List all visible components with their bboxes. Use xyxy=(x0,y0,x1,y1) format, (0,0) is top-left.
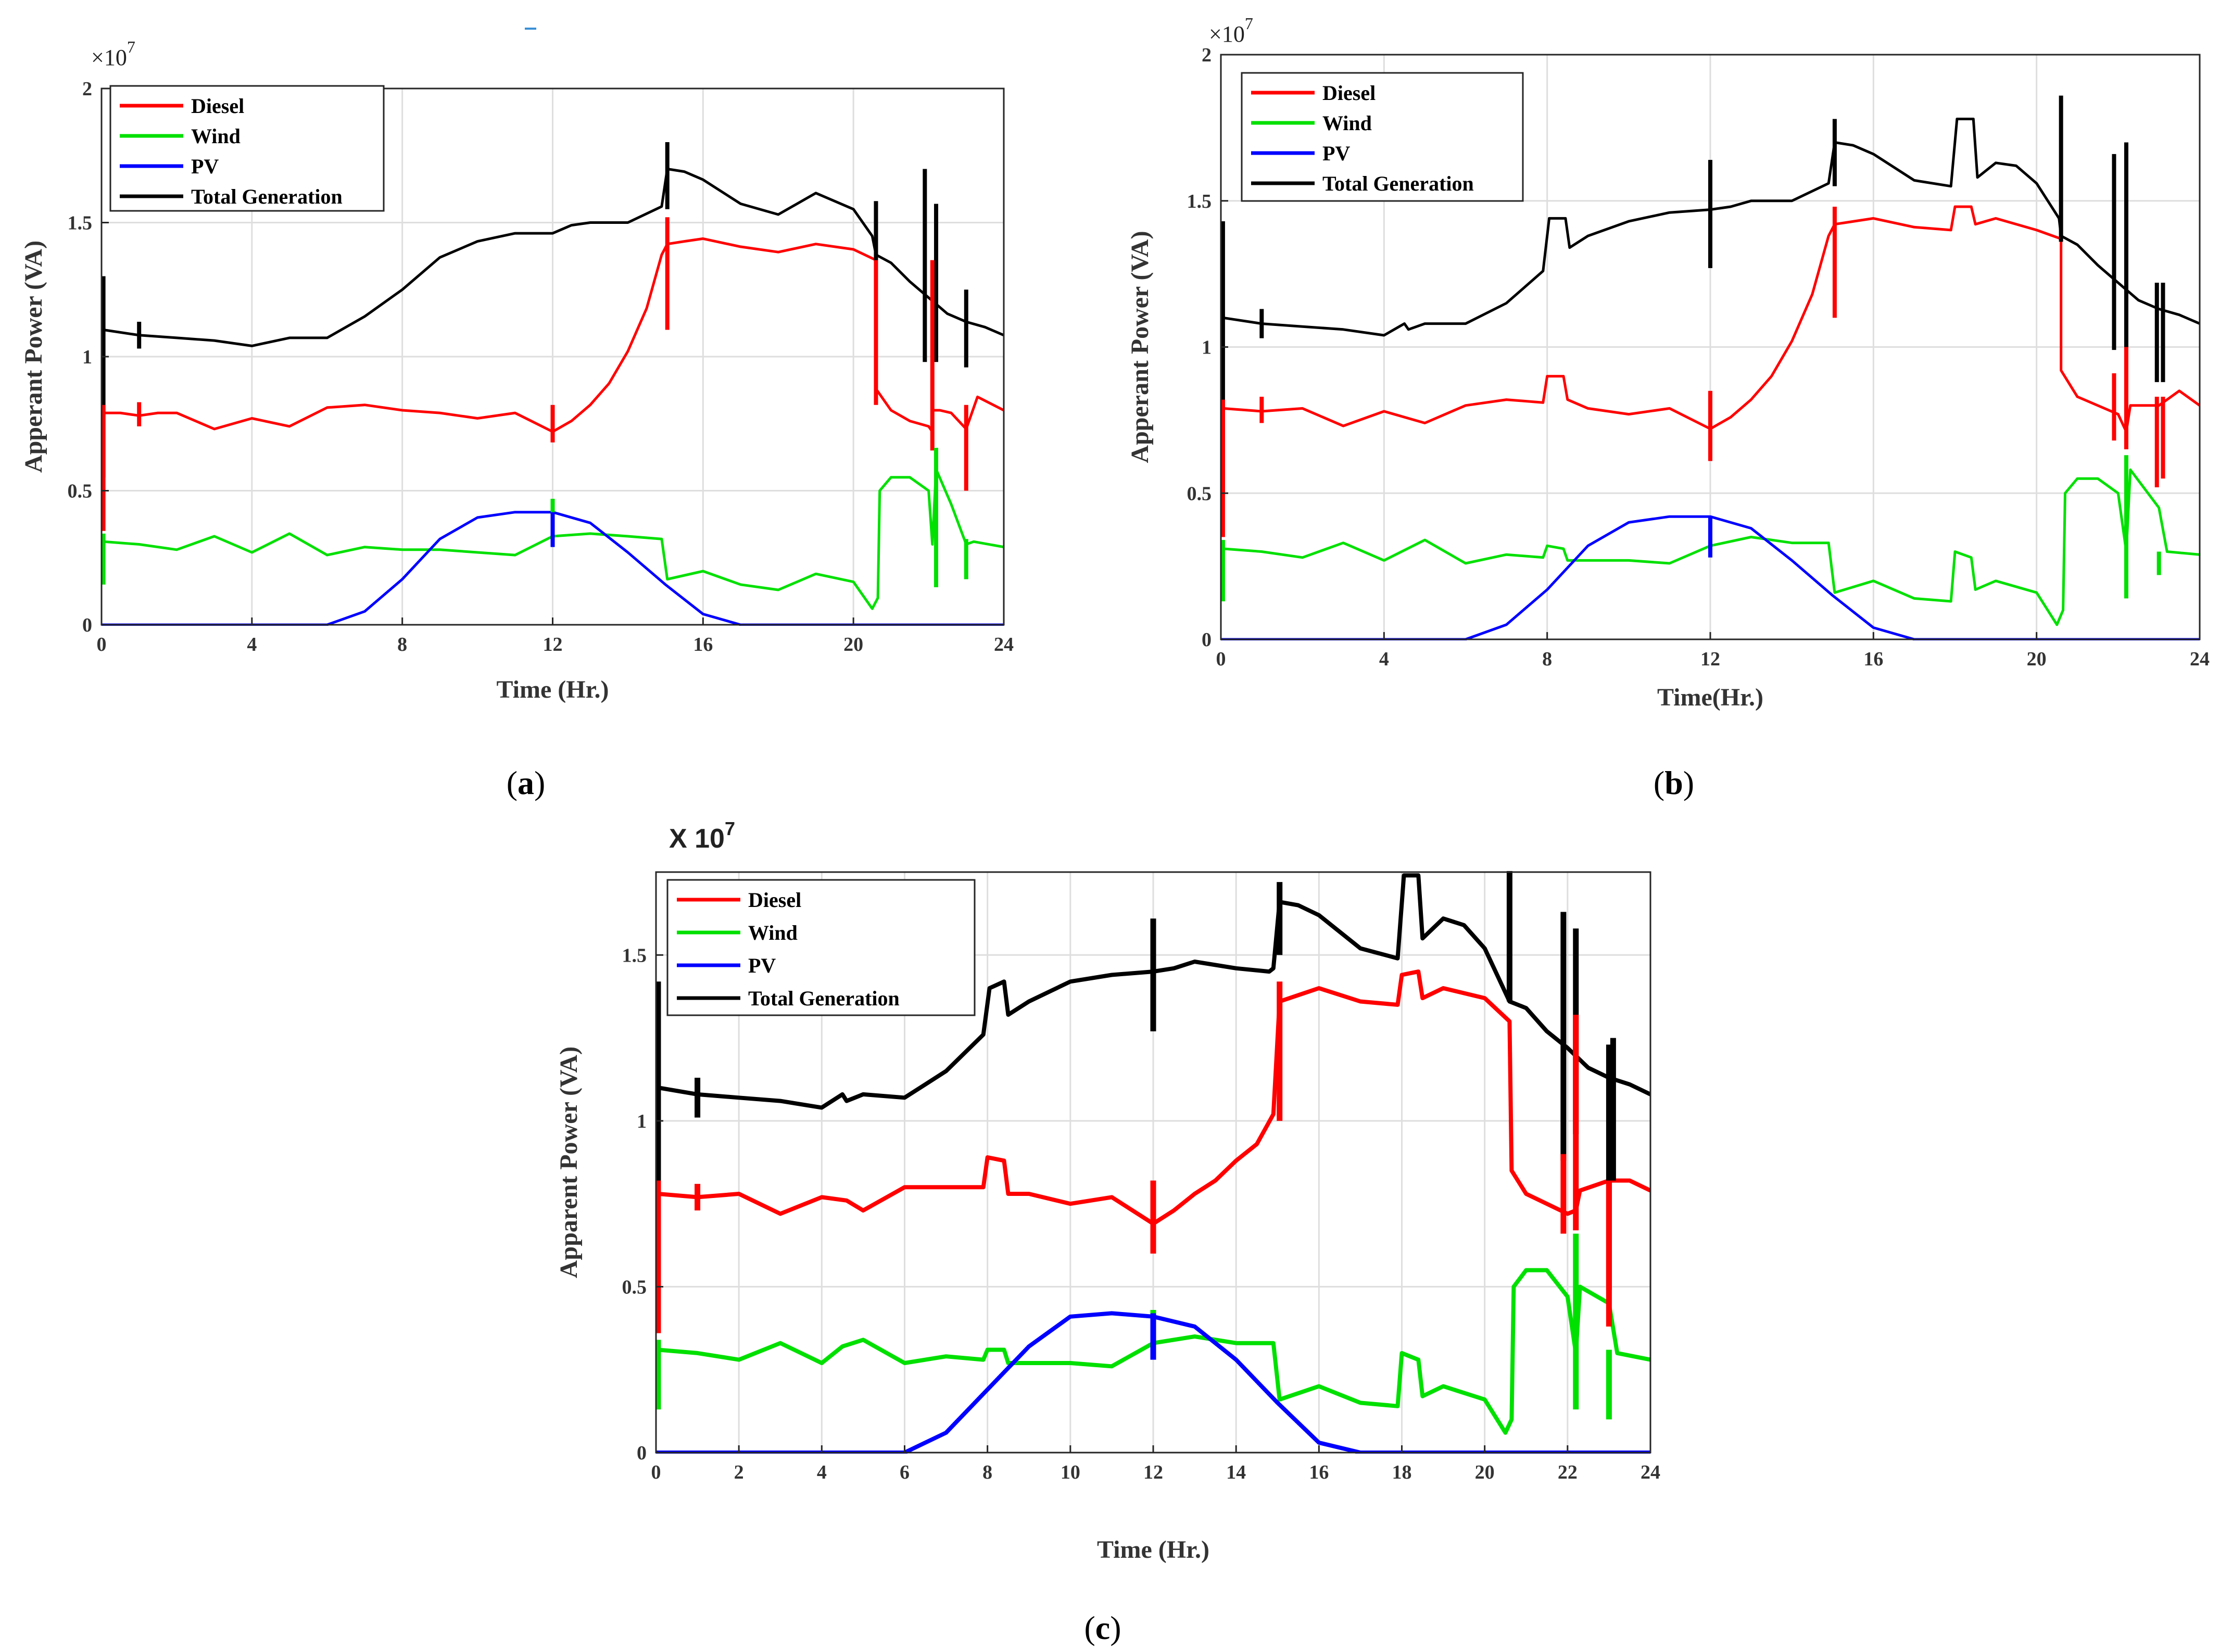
series-line-diesel xyxy=(1221,205,2200,433)
x-tick-label: 10 xyxy=(1061,1461,1080,1483)
y-axis-multiplier: ×107 xyxy=(1209,14,1253,47)
x-tick-label: 20 xyxy=(843,634,863,655)
y-tick-label: 0 xyxy=(637,1442,647,1464)
x-tick-label: 12 xyxy=(1700,648,1720,670)
y-tick-label: 1 xyxy=(82,346,92,368)
series-line-diesel xyxy=(102,237,1004,433)
x-tick-label: 8 xyxy=(982,1461,992,1483)
x-tick-label: 16 xyxy=(693,634,713,655)
legend-label-total-generation: Total Generation xyxy=(1322,172,1474,195)
legend-label-wind: Wind xyxy=(191,124,241,148)
x-tick-label: 20 xyxy=(1475,1461,1495,1483)
x-tick-label: 14 xyxy=(1226,1461,1246,1483)
x-tick-label: 16 xyxy=(1863,648,1883,670)
caption-c: (c) xyxy=(1084,1609,1121,1646)
x-tick-label: 0 xyxy=(651,1461,661,1483)
x-tick-label: 4 xyxy=(817,1461,827,1483)
y-tick-label: 0 xyxy=(1202,629,1212,651)
legend-label-diesel: Diesel xyxy=(748,888,801,912)
y-tick-label: 1.5 xyxy=(68,212,93,234)
y-tick-label: 0.5 xyxy=(622,1276,647,1298)
plot-area xyxy=(1221,95,2200,640)
x-axis-label: Time (Hr.) xyxy=(497,676,609,703)
series-line-wind xyxy=(656,1268,1650,1435)
x-tick-label: 16 xyxy=(1309,1461,1329,1483)
legend-label-diesel: Diesel xyxy=(191,94,244,118)
x-tick-label: 2 xyxy=(734,1461,744,1483)
series-line-total-generation xyxy=(102,168,1004,347)
legend: Diesel Wind PV Total Generation xyxy=(109,85,385,212)
legend: Diesel Wind PV Total Generation xyxy=(1241,72,1524,202)
y-axis-label: Apperant Power (VA) xyxy=(1126,231,1154,463)
y-axis-label: Apparent Power (VA) xyxy=(555,1046,583,1278)
y-tick-label: 2 xyxy=(82,78,92,100)
x-axis-label: Time(Hr.) xyxy=(1657,684,1763,711)
series-line-diesel xyxy=(656,969,1650,1226)
x-tick-label: 12 xyxy=(543,634,563,655)
x-tick-label: 20 xyxy=(2027,648,2047,670)
legend-label-diesel: Diesel xyxy=(1322,81,1376,105)
x-axis-label: Time (Hr.) xyxy=(1097,1536,1209,1563)
x-tick-label: 0 xyxy=(97,634,107,655)
legend-label-total-generation: Total Generation xyxy=(748,987,900,1010)
plot-area xyxy=(102,142,1004,626)
x-tick-label: 8 xyxy=(1542,648,1552,670)
chart-panel-a: 0 4 8 12 16 20 24 0 0.5 1 1.5 2 Time (Hr.) Apperant P… xyxy=(20,37,1014,703)
x-tick-label: 6 xyxy=(900,1461,910,1483)
caption-b: (b) xyxy=(1654,764,1694,801)
y-tick-label: 2 xyxy=(1202,44,1212,66)
series-line-pv xyxy=(656,1311,1650,1454)
series-line-pv xyxy=(1221,515,2200,640)
legend-label-pv: PV xyxy=(748,954,776,977)
plot-area xyxy=(656,871,1650,1454)
series-line-pv xyxy=(102,511,1004,626)
series-line-wind xyxy=(102,468,1004,610)
y-axis-multiplier: ×107 xyxy=(91,37,135,70)
y-tick-label: 1 xyxy=(1202,337,1212,359)
x-tick-label: 12 xyxy=(1143,1461,1163,1483)
series-line-total-generation xyxy=(656,873,1650,1110)
y-tick-label: 1.5 xyxy=(622,944,647,966)
y-tick-label: 1 xyxy=(637,1111,647,1132)
chart-panel-b: 0 4 8 12 16 20 24 0 0.5 1 1.5 2 Time(Hr.) Apperant Po… xyxy=(1126,14,2210,711)
series-line-wind xyxy=(1221,468,2200,626)
legend-label-pv: PV xyxy=(191,155,219,178)
legend-label-total-generation: Total Generation xyxy=(191,185,343,208)
legend: Diesel Wind PV Total Generation xyxy=(666,879,976,1016)
y-tick-label: 1.5 xyxy=(1187,191,1212,212)
legend-box xyxy=(666,879,976,1016)
y-axis-label: Apperant Power (VA) xyxy=(20,241,47,473)
y-tick-label: 0.5 xyxy=(1187,483,1212,505)
x-tick-label: 0 xyxy=(1216,648,1226,670)
x-tick-label: 24 xyxy=(2190,648,2210,670)
x-tick-label: 18 xyxy=(1392,1461,1412,1483)
legend-label-wind: Wind xyxy=(1322,111,1372,135)
x-tick-label: 24 xyxy=(994,634,1014,655)
y-tick-label: 0 xyxy=(82,614,92,636)
x-tick-label: 24 xyxy=(1641,1461,1660,1483)
caption-a: (a) xyxy=(507,764,546,801)
y-axis-multiplier: X 107 xyxy=(669,818,735,854)
legend-label-pv: PV xyxy=(1322,142,1350,165)
x-tick-label: 22 xyxy=(1558,1461,1578,1483)
x-tick-label: 4 xyxy=(247,634,257,655)
legend-label-wind: Wind xyxy=(748,921,798,944)
x-tick-label: 8 xyxy=(397,634,407,655)
x-tick-label: 4 xyxy=(1379,648,1389,670)
y-tick-label: 0.5 xyxy=(68,481,93,502)
